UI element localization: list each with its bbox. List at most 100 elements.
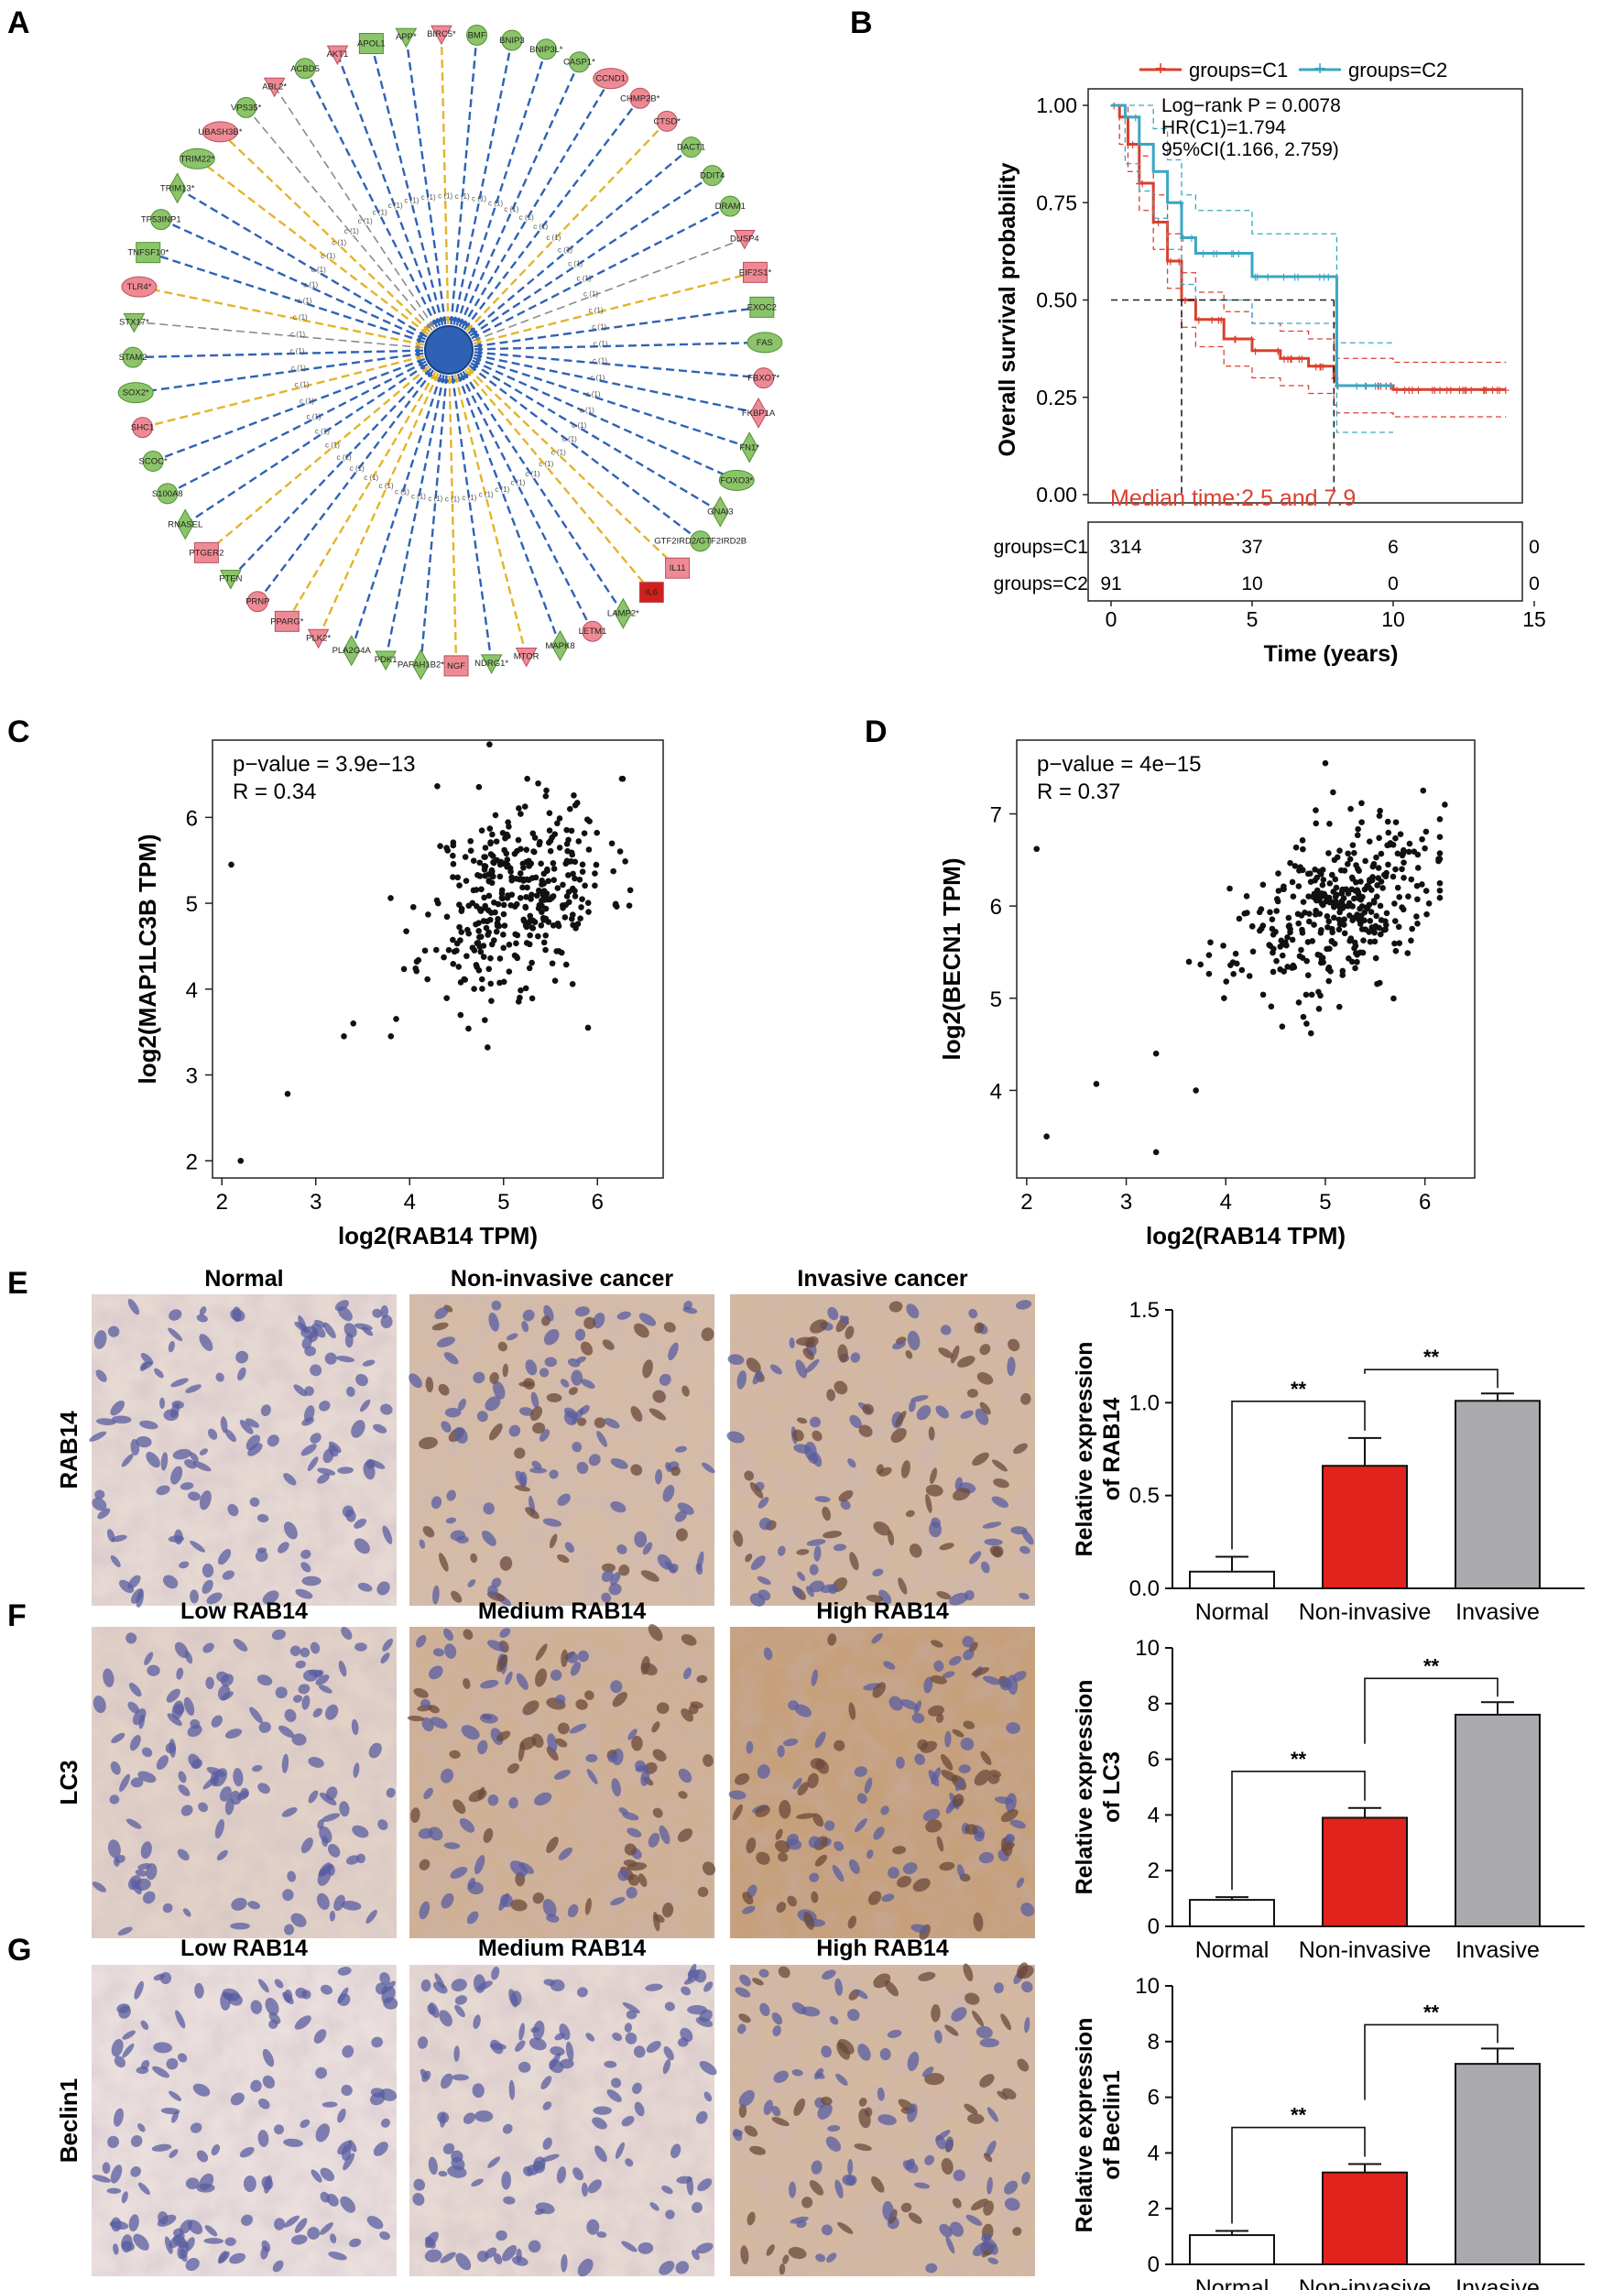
scatterC-point	[528, 917, 534, 923]
scatterC-point	[568, 827, 575, 834]
scatterD-point	[1413, 913, 1420, 920]
km-risk-value: 0	[1529, 573, 1540, 594]
km-risk-value: 0	[1529, 537, 1540, 558]
scatterD-point	[1294, 911, 1302, 918]
scatterC-point	[527, 932, 533, 939]
scatterD-ylabel: log2(BECN1 TPM)	[938, 858, 965, 1061]
scatterC-point	[543, 890, 550, 897]
scatterD-point	[1326, 820, 1333, 827]
barE-xtick-label: Normal	[1195, 1599, 1270, 1625]
scatterC-point	[284, 1090, 291, 1097]
network-edge	[464, 368, 653, 594]
scatterC-point	[540, 915, 547, 922]
scatterD-point	[1436, 834, 1444, 840]
scatterC-point	[475, 783, 483, 791]
network-node: APP*	[395, 27, 418, 49]
network-edge	[461, 78, 612, 329]
scatterD-point	[1397, 831, 1404, 837]
network-edge-label: c (1)	[289, 347, 304, 355]
network-edge-label: c (1)	[510, 478, 525, 486]
scatterC-point	[549, 960, 556, 967]
network-node: BIRC5*	[427, 25, 456, 46]
scatterC-point	[489, 831, 496, 838]
km-legend: + groups=C1 + groups=C2	[1139, 57, 1447, 82]
km-ci-upper-2	[1111, 104, 1393, 344]
scatterC-point	[501, 922, 508, 929]
scatterD-point	[1292, 863, 1299, 869]
km-censor-mark: +	[1352, 379, 1360, 395]
network-node: FN1*	[739, 431, 759, 463]
scatter-c: 2 3 4 5 6 2 3 4 5 6 log2(RAB14 TPM) log2(MAP1LC3B T…	[134, 739, 664, 1249]
scatterC-point	[461, 976, 468, 983]
network-node-label: LAMP2*	[607, 609, 639, 619]
scatterD-point	[1422, 828, 1430, 835]
network-edge-arrow	[431, 320, 438, 325]
scatterC-point	[496, 955, 504, 962]
km-censor-mark: +	[1408, 383, 1416, 398]
scatterD-point	[1392, 947, 1400, 954]
barE-ytick-label: 0.0	[1129, 1576, 1160, 1601]
network-node-label: DDIT4	[700, 171, 725, 181]
scatterD-point	[1336, 921, 1344, 928]
scatterC-point	[569, 851, 576, 858]
network-edge-label: c (1)	[455, 192, 470, 201]
network-edge-label: c (1)	[315, 427, 330, 435]
scatterD-point	[1284, 934, 1291, 941]
scatterC-point	[425, 911, 431, 918]
network-edge	[467, 146, 692, 334]
barG-xtick-label: Invasive	[1455, 2275, 1540, 2290]
scatterC-point	[478, 886, 485, 893]
km-censor-mark: +	[1414, 383, 1422, 398]
network-edge	[453, 374, 528, 657]
scatterC-point	[569, 885, 576, 892]
scatterC-point	[517, 876, 524, 882]
scatterD-point	[1386, 842, 1392, 848]
network-edge-label: c (1)	[572, 421, 586, 430]
km-censor-mark: +	[1229, 247, 1237, 263]
network-edge-label: c (1)	[583, 290, 598, 299]
scatterC-point	[547, 847, 554, 855]
scatterC-point	[508, 874, 515, 881]
km-censor-mark: +	[1446, 383, 1455, 398]
scatterD-point	[1330, 889, 1336, 895]
km-xticks: 0 5 10 15	[1106, 601, 1546, 631]
scatterD-point	[1331, 914, 1337, 921]
km-risk-row-label: groups=C2	[994, 573, 1088, 594]
panel-letter-d: D	[865, 714, 888, 749]
scatterC-point	[531, 834, 539, 841]
scatterC-point	[469, 944, 476, 951]
scatterC-point	[424, 976, 431, 983]
scatterC-point	[458, 929, 465, 935]
scatterC-point	[561, 914, 569, 921]
scatterC-point	[393, 1016, 399, 1022]
km-censor-mark: +	[1274, 344, 1282, 360]
panel-letter-a: A	[7, 5, 30, 40]
network-edge	[138, 285, 424, 346]
scatterC-point	[457, 937, 463, 943]
network-edge-label: c (1)	[293, 313, 308, 322]
bar-chart-lc3: 0 2 4 6 8 10 Relative expression of LC3 Normal No…	[1072, 1636, 1585, 1963]
scatterC-point	[350, 1020, 357, 1027]
scatterC-point	[524, 884, 530, 891]
scatterD-point	[1281, 883, 1287, 890]
scatterC-point	[576, 877, 583, 883]
km-censor-mark: +	[1175, 255, 1183, 270]
network-edge-arrow	[415, 348, 420, 354]
network-node: MTOR	[514, 647, 540, 668]
network-node: IL6	[638, 582, 664, 604]
scatterC-point	[450, 860, 457, 867]
barF-bar-non-invasive	[1322, 1816, 1408, 1927]
scatterC-point	[550, 866, 558, 872]
scatterD-ytick-label: 4	[990, 1079, 1002, 1104]
scatterD-point	[1367, 918, 1374, 924]
scatterD-point	[1362, 857, 1368, 865]
km-xlabel: Time (years)	[1264, 641, 1399, 667]
scatterD-point	[1394, 850, 1401, 857]
network-node: AKT1	[327, 45, 348, 66]
barF-ylabel: Relative expression	[1072, 1680, 1097, 1895]
histology-column-title: Medium RAB14	[478, 1598, 646, 1624]
scatterD-point	[1259, 881, 1267, 889]
scatterC-xlabel: log2(RAB14 TPM)	[338, 1222, 538, 1249]
network-edge	[317, 373, 440, 638]
scatterC-point	[443, 845, 450, 851]
